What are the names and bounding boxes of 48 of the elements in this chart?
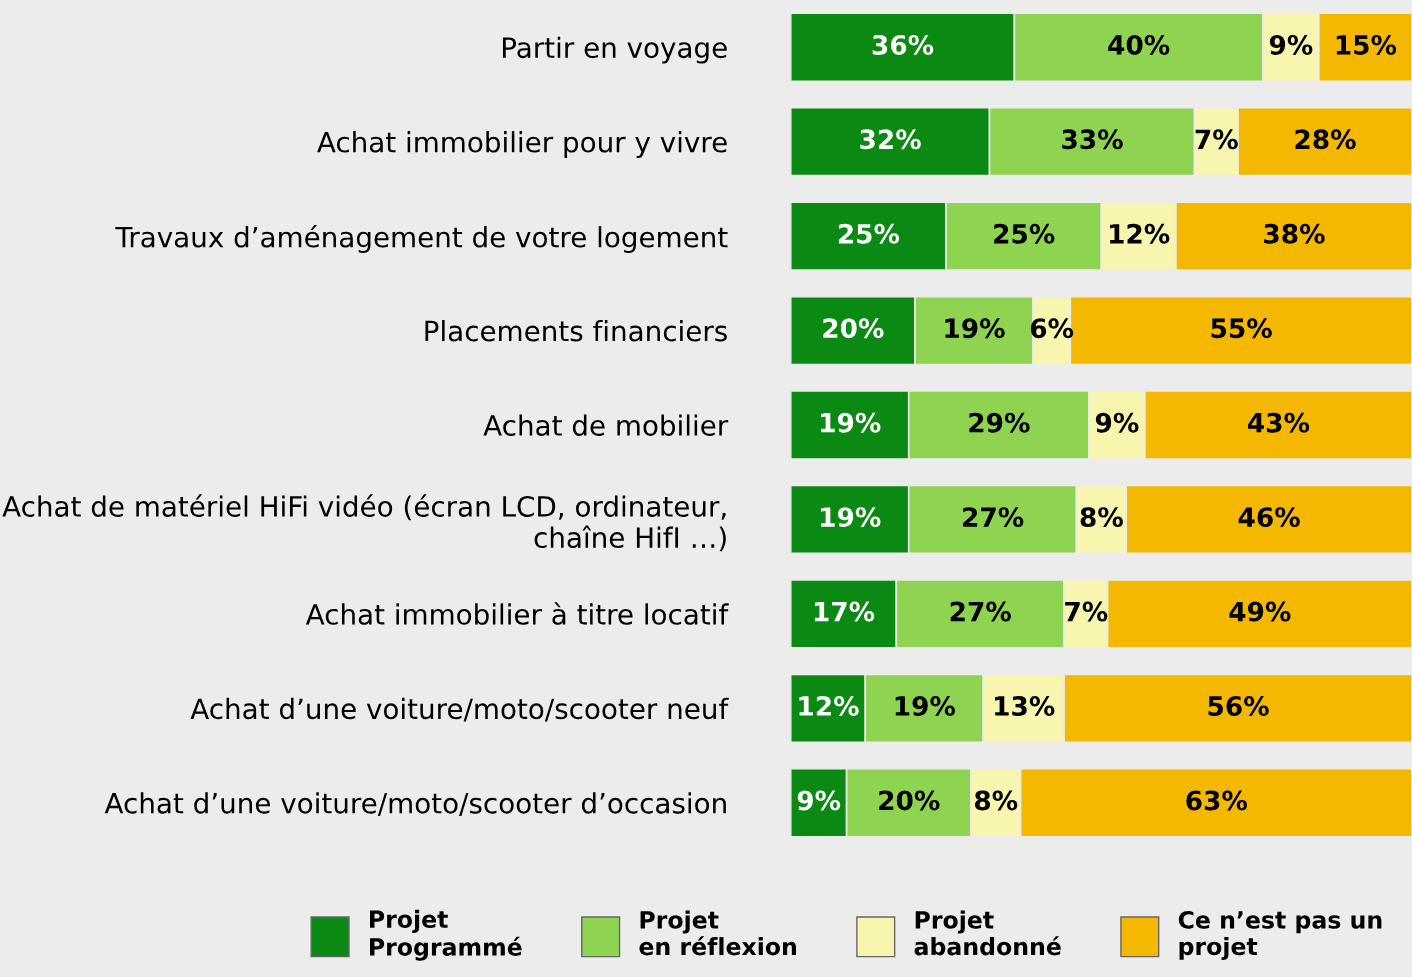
y-tick-label: Placements financiers <box>425 320 727 342</box>
data-label: 36% <box>872 34 934 55</box>
data-label: 20% <box>823 318 884 339</box>
legend-label: Ce n’est pas un projet <box>1178 910 1382 960</box>
y-tick-label: Achat de matériel HiFi vidéo (écran LCD, ordinateur, chaîne HifI …) <box>2 494 726 552</box>
y-tick-label: Achat immobilier à titre locatif <box>305 602 729 625</box>
data-label: 7% <box>1195 129 1238 150</box>
data-label: 9% <box>1095 412 1139 433</box>
data-label: 15% <box>1336 34 1397 55</box>
data-label: 9% <box>797 790 841 811</box>
data-label: 32% <box>860 129 921 150</box>
data-label: 7% <box>1065 601 1108 622</box>
data-label: 25% <box>994 223 1055 244</box>
data-label: 29% <box>969 412 1030 433</box>
data-label: 33% <box>1062 129 1123 150</box>
data-label: 55% <box>1211 318 1272 339</box>
data-label: 27% <box>963 507 1024 528</box>
legend-label: Projet en réflexion <box>639 910 797 956</box>
data-label: 63% <box>1186 790 1248 811</box>
data-label: 46% <box>1238 507 1300 528</box>
data-label: 19% <box>945 318 1005 339</box>
data-label: 49% <box>1229 601 1291 622</box>
y-tick-label: Achat d’une voiture/moto/scooter neuf <box>190 697 729 722</box>
data-label: 38% <box>1264 223 1325 244</box>
y-tick-label: Partir en voyage <box>503 36 727 64</box>
data-label: 12% <box>799 696 859 716</box>
y-tick-label: Achat d’une voiture/moto/scooter d’occasion <box>104 792 726 816</box>
data-label: 28% <box>1295 129 1356 150</box>
data-label: 8% <box>1080 507 1123 528</box>
data-label: 17% <box>814 601 875 622</box>
data-label: 9% <box>1269 34 1313 55</box>
data-label: 40% <box>1108 34 1170 55</box>
data-label: 19% <box>821 507 881 528</box>
data-label: 43% <box>1248 412 1310 433</box>
data-label: 12% <box>1110 223 1170 244</box>
legend-label: Projet abandonné <box>914 910 1061 956</box>
data-label: 19% <box>821 412 881 433</box>
data-label: 25% <box>838 223 900 244</box>
legend-label: Projet Programmé <box>370 909 522 961</box>
data-label: 20% <box>879 790 940 811</box>
data-label: 27% <box>950 601 1011 622</box>
data-label: 13% <box>995 696 1055 716</box>
data-label: 56% <box>1208 696 1269 716</box>
data-label: 19% <box>895 696 956 716</box>
data-label: 8% <box>974 790 1018 811</box>
y-tick-label: Achat immobilier pour y vivre <box>317 131 727 158</box>
y-tick-label: Travaux d’aménagement de votre logement <box>115 225 728 253</box>
y-tick-label: Achat de mobilier <box>483 414 729 436</box>
